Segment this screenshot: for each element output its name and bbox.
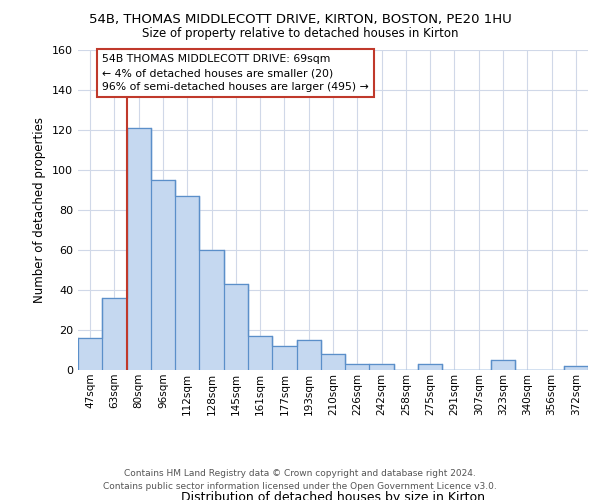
- Text: 54B THOMAS MIDDLECOTT DRIVE: 69sqm
← 4% of detached houses are smaller (20)
96% : 54B THOMAS MIDDLECOTT DRIVE: 69sqm ← 4% …: [102, 54, 369, 92]
- Y-axis label: Number of detached properties: Number of detached properties: [34, 117, 46, 303]
- Polygon shape: [78, 128, 588, 370]
- Text: Contains public sector information licensed under the Open Government Licence v3: Contains public sector information licen…: [103, 482, 497, 491]
- X-axis label: Distribution of detached houses by size in Kirton: Distribution of detached houses by size …: [181, 492, 485, 500]
- Text: Contains HM Land Registry data © Crown copyright and database right 2024.: Contains HM Land Registry data © Crown c…: [124, 468, 476, 477]
- Text: 54B, THOMAS MIDDLECOTT DRIVE, KIRTON, BOSTON, PE20 1HU: 54B, THOMAS MIDDLECOTT DRIVE, KIRTON, BO…: [89, 12, 511, 26]
- Text: Size of property relative to detached houses in Kirton: Size of property relative to detached ho…: [142, 28, 458, 40]
